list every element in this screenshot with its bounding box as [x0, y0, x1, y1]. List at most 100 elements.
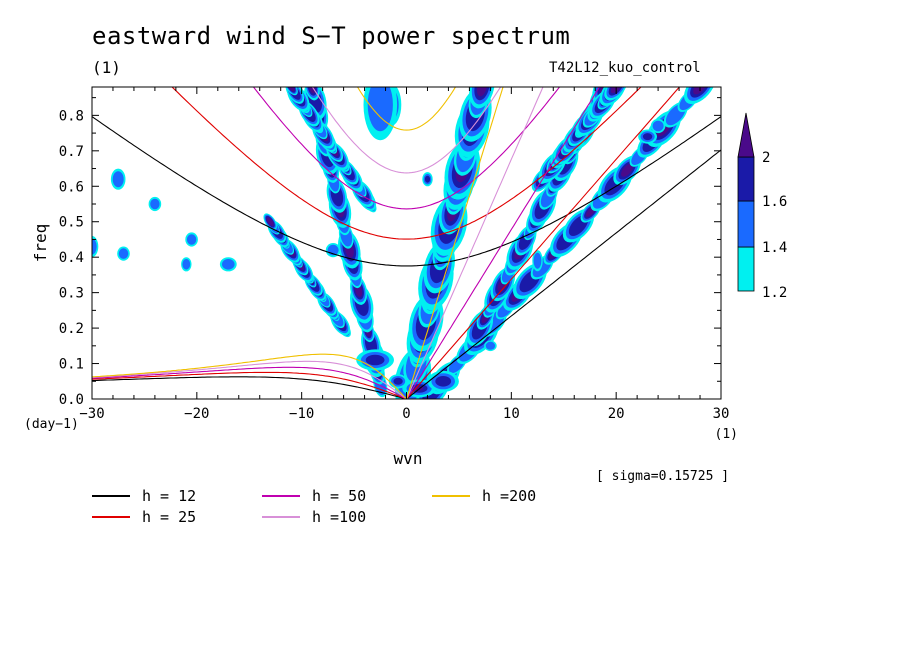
x-tick-labels: −30 −20 −10 0 10 20 30 [79, 406, 729, 422]
legend-label: h = 25 [142, 508, 197, 526]
shaded-blob [92, 235, 99, 258]
legend-label: h =100 [312, 508, 367, 526]
axis-ticks [91, 87, 722, 400]
y-tick-labels: 0.0 0.1 0.2 0.3 0.4 0.5 0.6 0.7 0.8 [59, 108, 84, 408]
ridge-patch [621, 163, 634, 177]
dispersion-line [311, 87, 502, 174]
shaded-blob [110, 168, 126, 190]
shaded-blob [148, 196, 162, 212]
legend-item: h =100 [262, 508, 402, 526]
legend-swatch [92, 495, 130, 497]
colorbar-label: 1.4 [762, 240, 787, 256]
x-tick-label: −10 [289, 406, 314, 422]
y-tick-label: 0.5 [59, 215, 84, 231]
dispersion-line [406, 149, 721, 399]
blob-patch [92, 238, 97, 255]
blob-patch [118, 248, 129, 259]
legend-swatch [92, 516, 130, 518]
colorbar-segment [737, 200, 755, 248]
y-tick-label: 0.0 [59, 392, 84, 408]
spectrum-shading [92, 87, 716, 399]
blob-patch [182, 259, 191, 270]
blob-patch [112, 171, 124, 188]
legend-label: h =200 [482, 487, 537, 505]
run-label: T42L12_kuo_control [549, 60, 701, 76]
blob-patch [424, 175, 431, 183]
sigma-label: [ sigma=0.15725 ] [596, 469, 730, 484]
x-tick-label: 0 [402, 406, 410, 422]
blob-patch [367, 87, 393, 132]
ridge-patch [476, 87, 488, 97]
y-tick-label: 0.4 [59, 250, 84, 266]
dispersion-line [92, 353, 407, 399]
y-tick-label: 0.3 [59, 286, 84, 302]
dispersion-h-100 [92, 87, 544, 399]
y-axis-label: freq [31, 224, 50, 263]
shaded-blob [363, 87, 398, 141]
shaded-blob [650, 118, 666, 134]
y-tick-label: 0.2 [59, 321, 84, 337]
colorbar: 1.2 1.4 1.6 2 [737, 112, 787, 301]
x-tick-label: −20 [184, 406, 209, 422]
chart-title: eastward wind S−T power spectrum [92, 22, 571, 50]
x-tick-label: 30 [713, 406, 730, 422]
dispersion-h-200 [92, 87, 504, 399]
dispersion-line [92, 376, 407, 399]
y-tick-label: 0.7 [59, 144, 84, 160]
dispersion-line [92, 360, 407, 399]
shaded-blob [422, 172, 433, 187]
dispersion-line [252, 87, 561, 210]
dispersion-h-50 [92, 87, 601, 399]
colorbar-label: 1.6 [762, 194, 787, 210]
chart-subtitle: (1) [92, 58, 121, 77]
legend-label: h = 50 [312, 487, 367, 505]
legend-item: h =200 [432, 487, 572, 505]
shaded-blob [388, 374, 408, 389]
legend-item: h = 25 [92, 508, 232, 526]
x-unit-label: (1) [715, 427, 738, 442]
dispersion-curves [92, 87, 721, 399]
y-tick-label: 0.6 [59, 179, 84, 195]
blob-patch [435, 376, 452, 387]
dispersion-line [92, 116, 721, 267]
shaded-blob [117, 246, 130, 261]
y-tick-label: 0.8 [59, 108, 84, 124]
blob-patch [222, 259, 235, 270]
shaded-ridge-w3 [263, 213, 351, 338]
shaded-ridge-w2 [284, 87, 377, 213]
legend-item: h = 50 [262, 487, 402, 505]
shaded-blob [532, 250, 543, 272]
shaded-blob [427, 370, 459, 392]
ridge-patch [693, 87, 707, 95]
blob-patch [186, 234, 197, 245]
x-tick-label: 10 [503, 406, 520, 422]
legend-swatch [432, 495, 470, 497]
blob-patch [393, 377, 403, 385]
shaded-blob [356, 349, 394, 371]
x-axis-label: wvn [394, 449, 423, 468]
colorbar-label: 1.2 [762, 285, 787, 301]
shaded-blob [484, 340, 497, 352]
ridge-patch [266, 217, 274, 227]
blob-patch [485, 341, 496, 350]
x-tick-label: 20 [608, 406, 625, 422]
colorbar-segment [737, 156, 755, 202]
blob-patch [365, 354, 385, 366]
dispersion-line [92, 371, 407, 399]
y-unit-label: (day−1) [24, 417, 79, 432]
legend-swatch [262, 516, 300, 518]
shaded-blob [181, 257, 192, 272]
blob-patch [533, 252, 542, 269]
dispersion-h-25 [92, 87, 681, 399]
colorbar-top-triangle [737, 112, 755, 158]
blob-patch [642, 133, 653, 141]
blob-patch [652, 120, 664, 132]
dispersion-line [356, 87, 457, 131]
x-tick-label: −30 [79, 406, 104, 422]
dispersion-line [406, 87, 601, 399]
shaded-blob [185, 232, 198, 247]
dispersion-line [171, 87, 642, 240]
legend-item: h = 12 [92, 487, 232, 505]
shaded-blob [638, 129, 657, 144]
